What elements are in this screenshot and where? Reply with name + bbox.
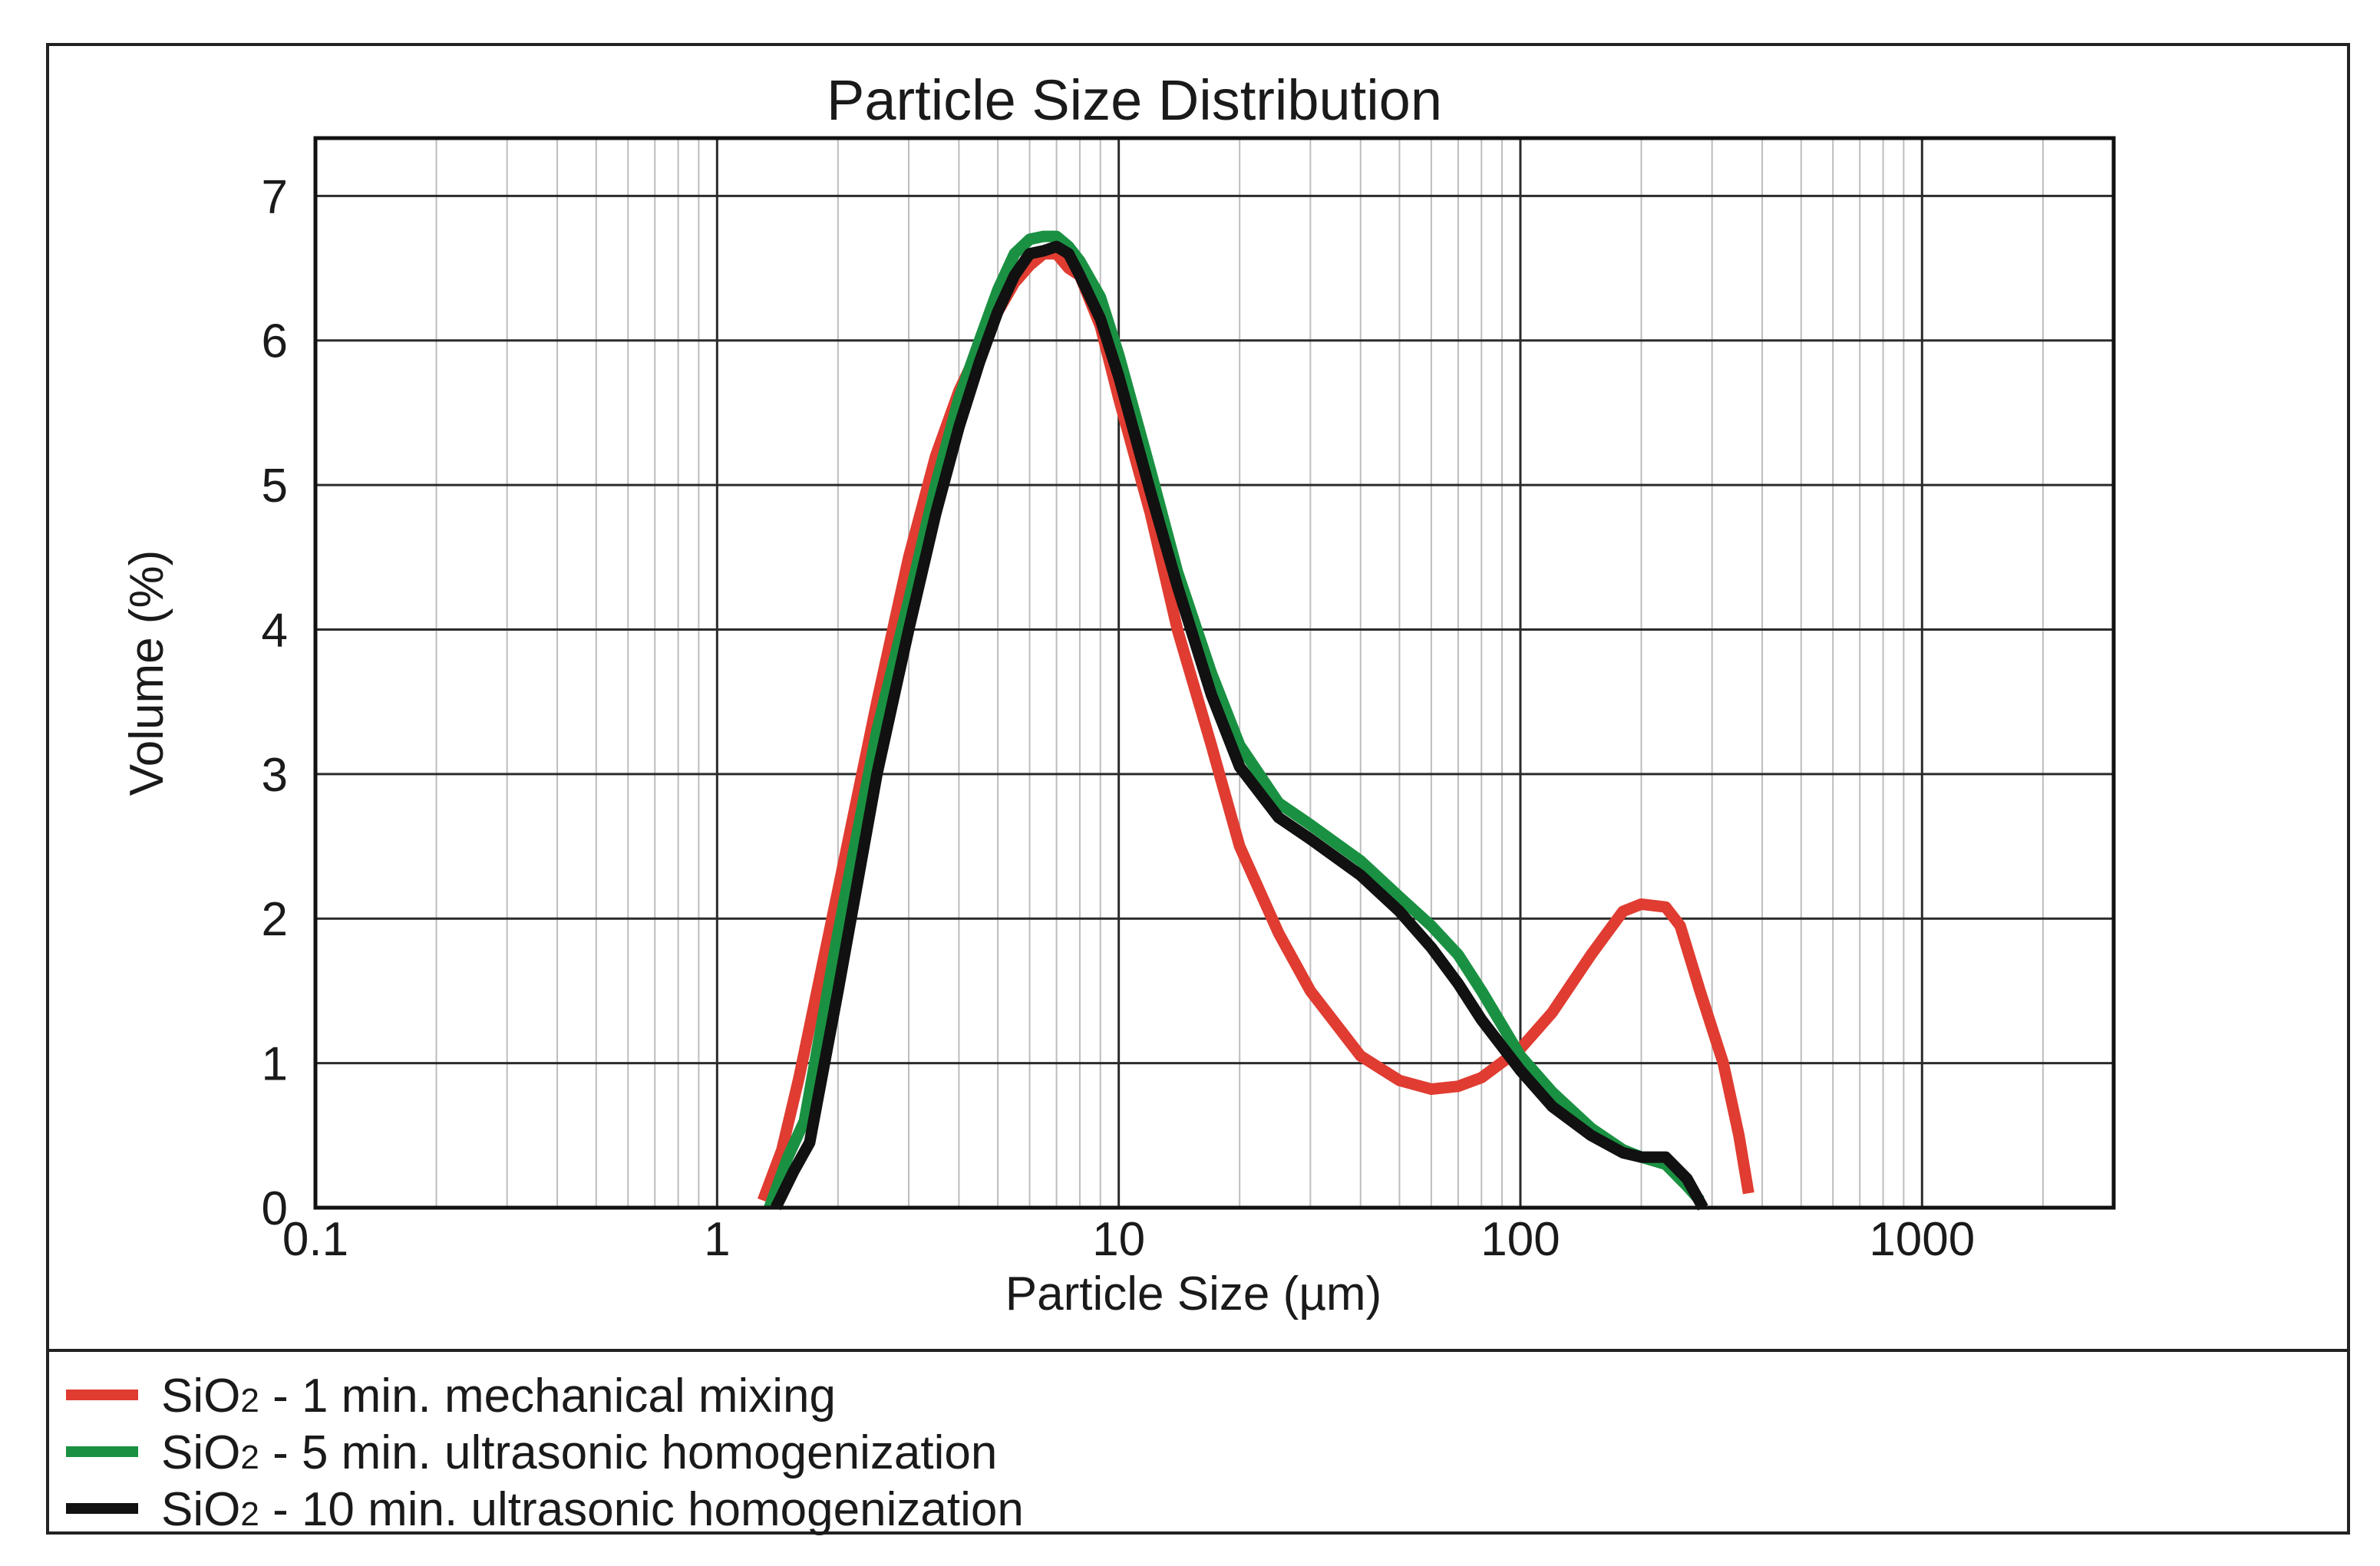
x-axis-label: Particle Size (µm) xyxy=(1005,1268,1381,1320)
y-tick-label: 3 xyxy=(262,749,288,802)
x-tick-label: 1000 xyxy=(1869,1213,1975,1266)
x-tick-label: 1 xyxy=(704,1213,730,1266)
minor-gridlines xyxy=(435,138,2044,1208)
legend-label: SiO2 - 5 min. ultrasonic homogenization xyxy=(161,1426,997,1479)
chart-title: Particle Size Distribution xyxy=(827,68,1442,132)
plot-frame xyxy=(313,136,2116,1210)
y-tick-label: 0 xyxy=(262,1182,288,1235)
legend-item-1: SiO2 - 1 min. mechanical mixing xyxy=(66,1370,836,1423)
x-tick-label: 0.1 xyxy=(282,1213,348,1266)
y-axis-label: Volume (%) xyxy=(120,550,173,796)
legend-item-2: SiO2 - 5 min. ultrasonic homogenization xyxy=(66,1426,997,1479)
y-tick-label: 5 xyxy=(262,460,288,513)
data-series xyxy=(757,230,1754,1211)
x-tick-label: 10 xyxy=(1092,1213,1145,1266)
y-tick-labels: 0 1 2 3 4 5 6 7 xyxy=(262,170,288,1235)
series-line-3 xyxy=(771,240,1708,1211)
y-tick-label: 7 xyxy=(262,170,288,223)
y-tick-label: 2 xyxy=(262,893,288,946)
x-tick-labels: 0.1 1 10 100 1000 xyxy=(282,1213,1975,1266)
legend-label: SiO2 - 1 min. mechanical mixing xyxy=(161,1370,836,1423)
y-tick-label: 4 xyxy=(262,604,288,657)
y-tick-label: 6 xyxy=(262,315,288,368)
x-tick-label: 100 xyxy=(1480,1213,1560,1266)
figure-frame xyxy=(46,43,2350,1535)
legend-item-3: SiO2 - 10 min. ultrasonic homogenization xyxy=(66,1483,1024,1536)
y-tick-label: 1 xyxy=(262,1038,288,1091)
legend-label: SiO2 - 10 min. ultrasonic homogenization xyxy=(161,1483,1024,1536)
